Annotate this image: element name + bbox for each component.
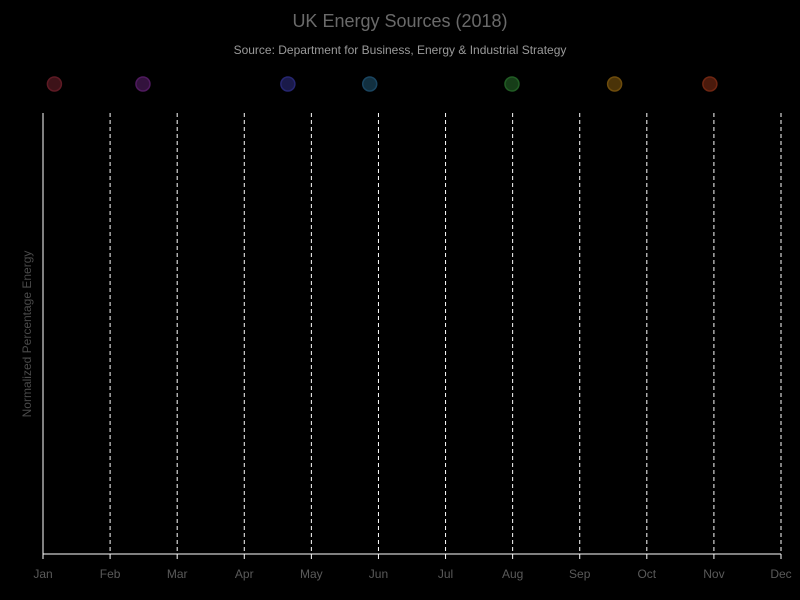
x-tick-label-sep: Sep <box>569 567 591 581</box>
x-tick-label-jul: Jul <box>438 567 453 581</box>
legend-marker-5[interactable] <box>504 76 520 92</box>
legend-marker-4[interactable] <box>361 76 378 92</box>
x-tick-label-may: May <box>300 567 323 581</box>
gridlines <box>109 113 782 554</box>
legend-marker-7[interactable] <box>702 76 718 92</box>
legend-marker-1[interactable] <box>46 76 63 92</box>
legend-marker-6[interactable] <box>606 76 623 92</box>
y-axis-label: Normalized Percentage Energy <box>20 251 34 418</box>
x-tick-label-jan: Jan <box>33 567 52 581</box>
x-tick-label-mar: Mar <box>167 567 188 581</box>
x-tick-label-nov: Nov <box>703 567 724 581</box>
legend <box>46 76 718 92</box>
x-tick-label-jun: Jun <box>369 567 388 581</box>
x-tick-label-oct: Oct <box>637 567 656 581</box>
x-tick-label-apr: Apr <box>235 567 254 581</box>
x-tick-label-aug: Aug <box>502 567 523 581</box>
x-tick-label-feb: Feb <box>100 567 121 581</box>
legend-marker-3[interactable] <box>280 76 296 92</box>
x-axis-ticks: Jan Feb Mar Apr May Jun Jul Aug Sep Oct Nov Dec <box>33 554 792 581</box>
axes <box>42 113 781 555</box>
chart-subtitle: Source: Department for Business, Energy … <box>234 43 567 57</box>
chart-title: UK Energy Sources (2018) <box>292 11 507 31</box>
x-tick-label-dec: Dec <box>770 567 791 581</box>
legend-marker-2[interactable] <box>135 76 151 92</box>
